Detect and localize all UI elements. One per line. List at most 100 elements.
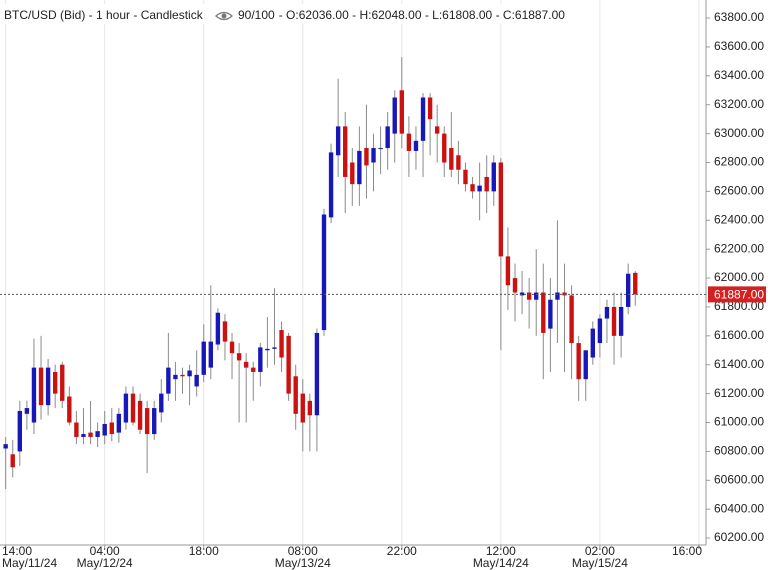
y-tick-label: 62000.00 — [714, 270, 764, 284]
x-tick-label: 08:00 — [288, 544, 318, 558]
quote-high: H:62048.00 — [359, 8, 421, 22]
candle-body — [371, 148, 376, 163]
candle-body — [427, 97, 433, 120]
x-date-label: May/15/24 — [572, 556, 628, 570]
candle-body — [74, 422, 79, 437]
candle-body — [399, 90, 405, 134]
y-tick-label: 61400.00 — [714, 357, 764, 371]
header-bg — [0, 4, 580, 24]
candle-body — [392, 97, 397, 134]
x-tick-label: 02:00 — [585, 544, 615, 558]
candle-body — [31, 367, 37, 423]
separator: - — [422, 8, 433, 22]
candle-body — [555, 292, 560, 300]
candle-body — [569, 295, 574, 344]
candle-body — [17, 410, 23, 452]
candle-body — [60, 364, 65, 401]
candle-body — [357, 150, 362, 185]
candle-body — [24, 408, 30, 414]
y-tick-label: 62400.00 — [714, 212, 764, 226]
candle-body — [251, 367, 256, 372]
chart-title: BTC/USD (Bid) - 1 hour - Candlestick — [4, 8, 204, 22]
candle-body — [81, 434, 86, 437]
candle-body — [449, 148, 454, 170]
candle-body — [470, 184, 475, 192]
price-label-bg — [708, 286, 766, 303]
candle-body — [548, 299, 553, 329]
candle-body — [201, 341, 206, 375]
candle-body — [576, 343, 581, 380]
candle-body — [456, 155, 461, 170]
candle-body — [166, 367, 171, 394]
candle-body — [512, 278, 518, 293]
candle-body — [279, 330, 284, 358]
candle-body — [222, 321, 228, 342]
y-tick-label: 62600.00 — [714, 184, 764, 198]
candle-body — [95, 431, 100, 437]
candle-body — [194, 374, 199, 387]
quote-low: L:61808.00 — [432, 8, 492, 22]
candle-body — [442, 133, 447, 163]
candle-body — [88, 432, 93, 437]
x-tick-label: 14:00 — [2, 544, 32, 558]
candle-body — [541, 292, 546, 333]
x-tick-label: 22:00 — [387, 544, 417, 558]
candle-body — [187, 370, 192, 377]
x-tick-label: 12:00 — [486, 544, 516, 558]
x-tick-label: 16:00 — [672, 544, 702, 558]
x-date-label: May/13/24 — [275, 556, 331, 570]
candle-body — [3, 444, 8, 449]
candle-body — [498, 162, 504, 257]
candle-body — [265, 348, 270, 351]
candle-body — [597, 318, 603, 344]
candle-body — [236, 353, 242, 361]
candle-body — [420, 97, 426, 141]
y-tick-label: 61600.00 — [714, 328, 764, 342]
candle-body — [159, 393, 164, 413]
candle-body — [350, 162, 355, 185]
y-tick-label: 62800.00 — [714, 155, 764, 169]
candle-body — [38, 367, 44, 406]
separator: - — [349, 8, 360, 22]
candle-body — [152, 408, 157, 435]
candle-body — [463, 169, 468, 185]
candle-body — [335, 126, 341, 156]
candle-body — [215, 312, 221, 345]
candle-body — [406, 133, 412, 151]
candle-body — [102, 423, 107, 436]
candle-body — [286, 335, 291, 394]
candle-body — [618, 306, 624, 336]
candle-body — [343, 126, 348, 177]
price-label: 61887.00 — [714, 288, 764, 302]
candle-body — [300, 393, 305, 423]
candle-body — [385, 126, 390, 149]
y-tick-label: 60400.00 — [714, 501, 764, 515]
candle-body — [10, 454, 15, 468]
y-tick-label: 63800.00 — [714, 10, 764, 24]
candle-body — [208, 341, 214, 368]
candle-body — [413, 140, 419, 151]
candle-body — [328, 152, 334, 218]
candle-body — [611, 306, 617, 336]
candle-body — [144, 408, 150, 435]
eye-icon — [215, 11, 233, 21]
quote-open: O:62036.00 — [286, 8, 349, 22]
candle-body — [243, 361, 249, 368]
candle-body — [116, 413, 122, 433]
candle-body — [52, 371, 58, 394]
x-tick-label: 04:00 — [90, 544, 120, 558]
y-tick-label: 60600.00 — [714, 472, 764, 486]
separator: - — [279, 8, 286, 22]
candle-body — [314, 332, 320, 416]
y-tick-label: 61800.00 — [714, 299, 764, 313]
candle-body — [293, 376, 298, 414]
candle-body — [272, 347, 277, 349]
y-tick-label: 63600.00 — [714, 39, 764, 53]
candle-body — [534, 292, 539, 300]
x-tick-label: 18:00 — [189, 544, 219, 558]
candle-body — [633, 272, 638, 295]
candle-body — [604, 306, 610, 319]
quote: - O:62036.00 - H:62048.00 - L:61808.00 -… — [279, 8, 566, 22]
candle-body — [505, 256, 511, 286]
